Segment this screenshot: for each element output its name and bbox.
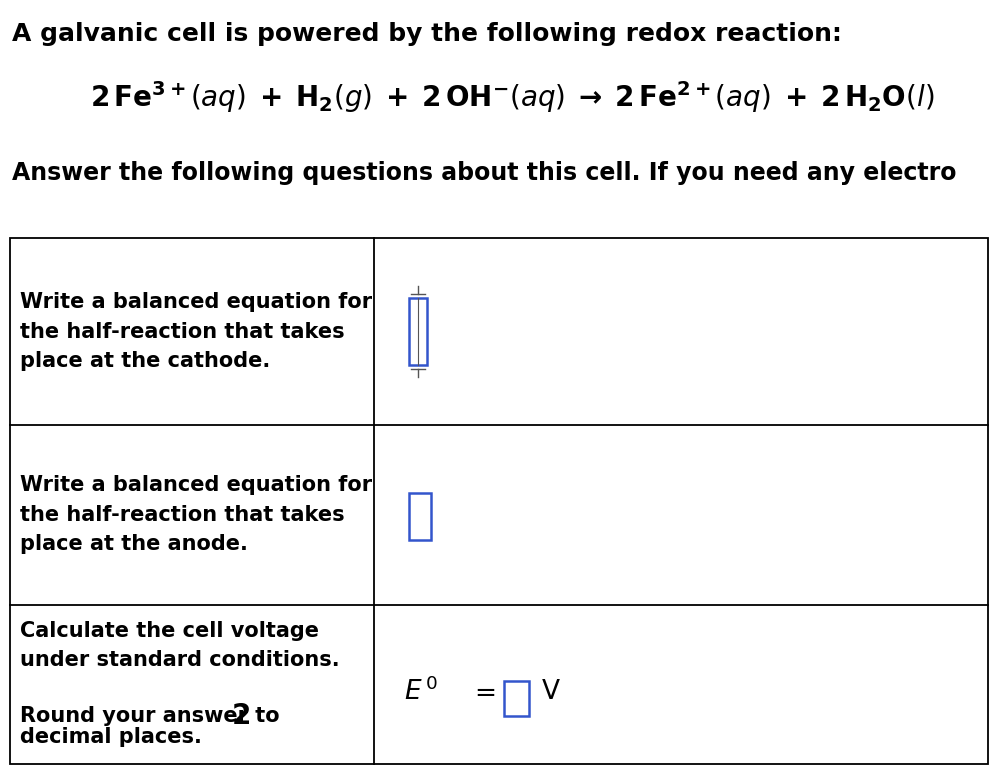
Text: decimal places.: decimal places. — [20, 728, 202, 747]
Text: $\mathrm{V}$: $\mathrm{V}$ — [541, 679, 561, 705]
Text: $\bf{2\,Fe}^{\bf{3+}}$$\bf{\mathit{(aq)}}$$\bf{\; +\; H_2\mathit{(g)}\; +\; 2\,O: $\bf{2\,Fe}^{\bf{3+}}$$\bf{\mathit{(aq)}… — [90, 80, 934, 115]
Bar — [409, 493, 431, 540]
Text: Write a balanced equation for
the half-reaction that takes
place at the anode.: Write a balanced equation for the half-r… — [20, 475, 372, 555]
Text: A galvanic cell is powered by the following redox reaction:: A galvanic cell is powered by the follow… — [12, 22, 842, 46]
Text: Write a balanced equation for
the half-reaction that takes
place at the cathode.: Write a balanced equation for the half-r… — [20, 292, 372, 371]
Text: Calculate the cell voltage
under standard conditions.: Calculate the cell voltage under standar… — [20, 621, 339, 670]
Text: Answer the following questions about this cell. If you need any electro: Answer the following questions about thi… — [12, 161, 956, 186]
Bar — [504, 680, 529, 716]
Bar — [409, 299, 427, 365]
Text: Round your answer to: Round your answer to — [20, 706, 286, 725]
Text: 2: 2 — [232, 702, 250, 729]
Text: $\mathit{E}^{\,0}$: $\mathit{E}^{\,0}$ — [404, 678, 438, 707]
Bar — [10, 238, 988, 764]
Text: $=$: $=$ — [469, 679, 495, 705]
